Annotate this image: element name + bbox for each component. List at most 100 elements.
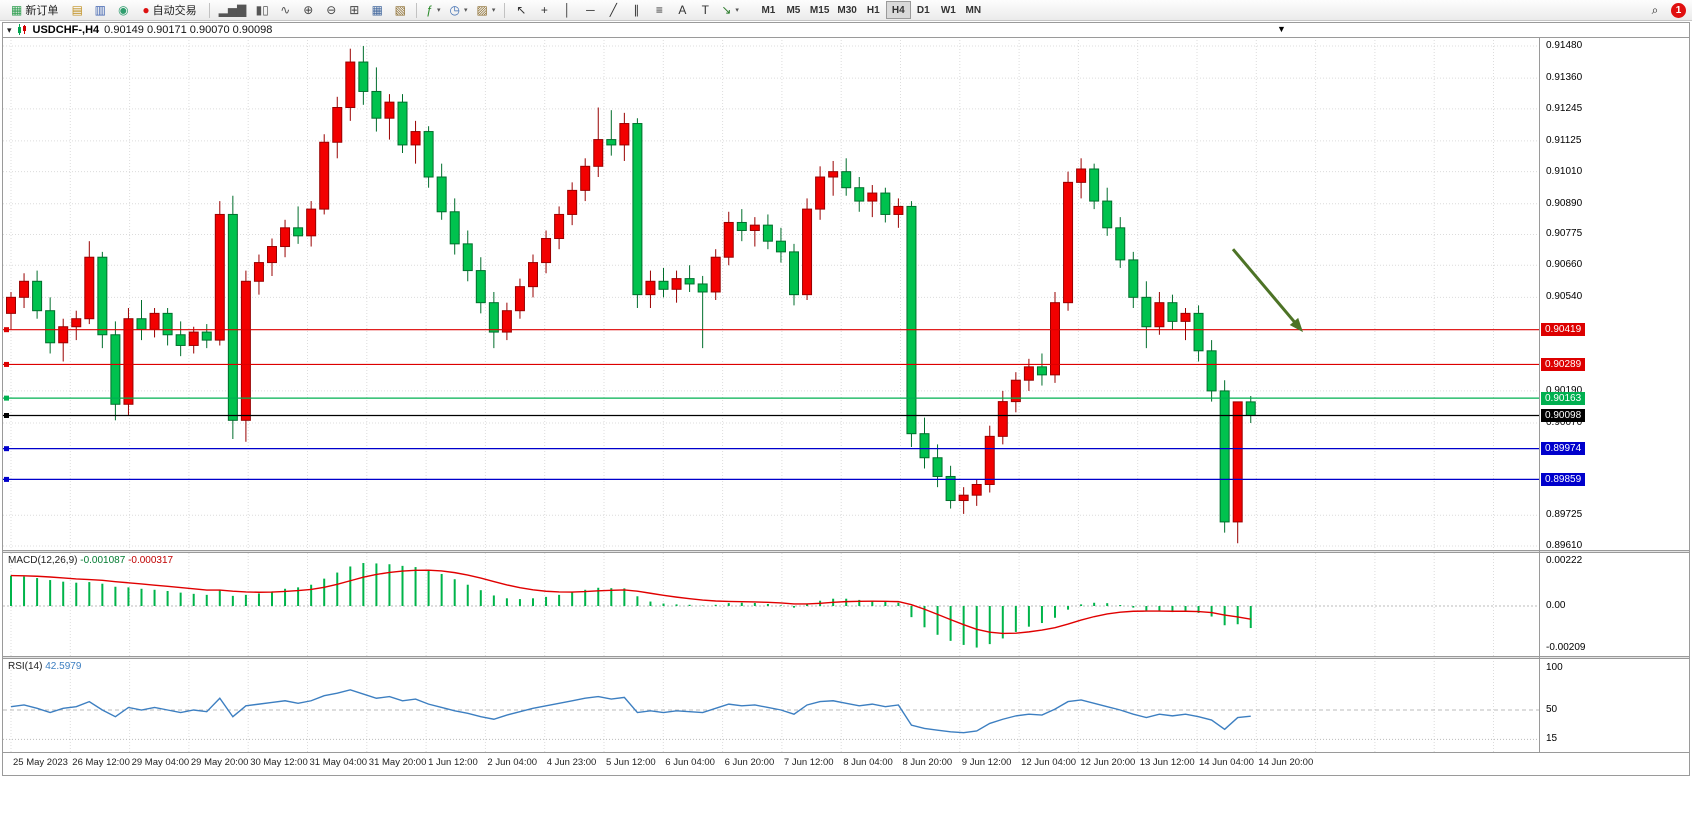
price-line-handle[interactable] — [4, 446, 9, 452]
candle-body — [567, 189, 578, 215]
horizontal-line-button[interactable]: ─ — [579, 1, 601, 19]
search-button[interactable]: ⌕ — [1644, 1, 1666, 19]
profiles-button[interactable]: ▧ — [389, 1, 411, 19]
time-tick-label: 8 Jun 04:00 — [843, 757, 893, 768]
timeframe-h1-button[interactable]: H1 — [861, 1, 886, 19]
fibonacci-button[interactable]: ≡ — [648, 1, 670, 19]
panel-splitter[interactable] — [3, 550, 1539, 553]
trendline-button[interactable]: ╱ — [602, 1, 624, 19]
chart-shift-marker[interactable]: ▼ — [1277, 24, 1286, 34]
templates-button[interactable]: ▨ ▾ — [472, 1, 499, 19]
new-chart-icon: ▦ — [371, 3, 383, 17]
arrow-annotation[interactable] — [1231, 248, 1298, 326]
candle-body — [971, 483, 982, 496]
candle-body — [723, 221, 734, 258]
time-tick-label: 7 Jun 12:00 — [783, 757, 834, 768]
candle-body — [1115, 227, 1126, 261]
candle-body — [371, 90, 382, 119]
data-window-button[interactable]: ▥ — [89, 1, 111, 19]
panel-splitter[interactable] — [1540, 656, 1689, 659]
label-button[interactable]: T — [694, 1, 716, 19]
panel-splitter[interactable] — [1540, 550, 1689, 553]
price-line-handle[interactable] — [4, 395, 9, 401]
price-scale[interactable]: 0.91480 0.91360 0.91245 0.91125 0.91010 0.908… — [1539, 38, 1689, 752]
panel-splitter[interactable] — [3, 656, 1539, 659]
tile-windows-button[interactable]: ⊞ — [343, 1, 365, 19]
periods-button[interactable]: ◷ ▾ — [445, 1, 471, 19]
cursor-icon: ↖ — [516, 3, 527, 17]
market-watch-button[interactable]: ▤ — [66, 1, 88, 19]
time-tick-label: 29 May 20:00 — [190, 757, 249, 768]
candle-body — [1141, 296, 1152, 328]
time-scale[interactable]: 25 May 2023 26 May 12:00 29 May 04:00 29 Ma… — [3, 752, 1689, 775]
autotrade-button[interactable]: ● 自动交易 — [135, 1, 203, 19]
candle-body — [1023, 366, 1034, 381]
timeframe-w1-button[interactable]: W1 — [936, 1, 961, 19]
time-tick-label: 4 Jun 23:00 — [546, 757, 597, 768]
candle-body — [1076, 168, 1087, 183]
text-button[interactable]: A — [671, 1, 693, 19]
timeframe-m1-button[interactable]: M1 — [756, 1, 781, 19]
price-line-handle[interactable] — [4, 327, 9, 333]
bar-chart-icon: ▂▅▇ — [218, 3, 247, 17]
macd-tick-label: 0.00222 — [1546, 555, 1583, 566]
cursor-button[interactable]: ↖ — [510, 1, 532, 19]
candle-body — [528, 262, 538, 288]
candle-body — [110, 334, 121, 405]
new-chart-button[interactable]: ▦ — [366, 1, 388, 19]
candle-body — [880, 192, 891, 215]
vertical-line-button[interactable]: │ — [556, 1, 578, 19]
candle-body — [854, 187, 865, 202]
arrows-button[interactable]: ↘ ▾ — [717, 1, 743, 19]
strategy-tester-button[interactable]: ◉ — [112, 1, 134, 19]
time-tick-label: 6 Jun 20:00 — [724, 757, 775, 768]
price-tick-label: 0.91010 — [1546, 165, 1583, 177]
indicators-button[interactable]: ƒ ▾ — [422, 1, 444, 19]
price-line-handle[interactable] — [4, 476, 9, 482]
dropdown-arrow-icon: ▾ — [436, 7, 441, 14]
zoom-out-button[interactable]: ⊖ — [320, 1, 342, 19]
candlestick-chart-button[interactable]: ▮▯ — [251, 1, 273, 19]
chart-plot-area[interactable] — [3, 38, 1539, 752]
candle-body — [358, 61, 369, 92]
price-line-label: 0.89859 — [1541, 472, 1586, 486]
price-line-handle[interactable] — [4, 413, 9, 419]
window-menu-icon[interactable]: ▾ — [7, 24, 12, 35]
price-line-label: 0.89974 — [1541, 442, 1586, 456]
new-order-button[interactable]: ▦ 新订单 — [4, 1, 65, 19]
timeframe-d1-button[interactable]: D1 — [911, 1, 936, 19]
candle-body — [645, 280, 656, 296]
bar-chart-button[interactable]: ▂▅▇ — [215, 1, 251, 19]
time-tick-label: 1 Jun 12:00 — [428, 757, 478, 768]
rsi-tick-label: 100 — [1546, 662, 1563, 673]
candle-body — [1089, 168, 1100, 202]
timeframe-mn-button[interactable]: MN — [961, 1, 986, 19]
zoom-in-button[interactable]: ⊕ — [297, 1, 319, 19]
horizontal-line-icon: ─ — [586, 3, 595, 17]
notification-badge[interactable]: 1 — [1671, 2, 1686, 18]
candle-body — [906, 205, 917, 435]
time-tick-label: 12 Jun 20:00 — [1080, 757, 1136, 768]
candle-body — [1128, 259, 1139, 298]
timeframe-m5-button[interactable]: M5 — [781, 1, 806, 19]
equidistant-channel-button[interactable]: ∥ — [625, 1, 647, 19]
crosshair-button[interactable]: + — [533, 1, 555, 19]
periods-icon: ◷ — [449, 3, 460, 17]
candle-body — [397, 101, 408, 146]
candle-body — [488, 302, 499, 333]
timeframe-m30-button[interactable]: M30 — [833, 1, 860, 19]
candle-body — [436, 176, 447, 213]
candle-body — [32, 280, 43, 312]
time-tick-label: 31 May 04:00 — [309, 757, 368, 768]
timeframe-h4-button[interactable]: H4 — [885, 1, 911, 19]
toolbar-right: ⌕ 1 — [1644, 1, 1688, 19]
arrow-annotation-head[interactable] — [1289, 317, 1303, 333]
candle-body — [893, 205, 904, 215]
indicators-icon: ƒ — [426, 3, 433, 17]
timeframe-m15-button[interactable]: M15 — [806, 1, 833, 19]
line-chart-button[interactable]: ∿ — [274, 1, 296, 19]
candle-body — [240, 280, 251, 421]
candle-body — [214, 213, 225, 341]
price-line-handle[interactable] — [4, 361, 9, 367]
candle-body — [84, 256, 95, 320]
